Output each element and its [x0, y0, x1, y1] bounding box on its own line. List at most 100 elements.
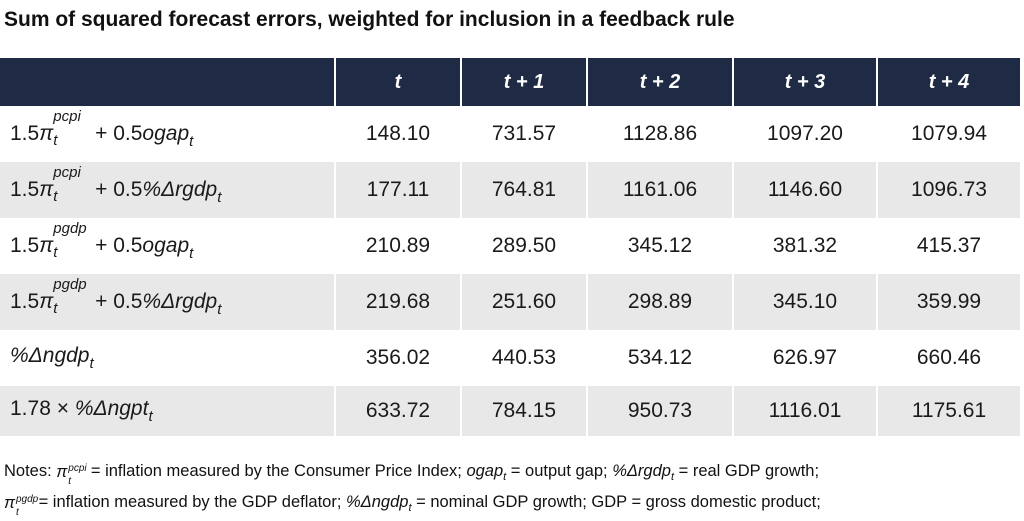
- notes-sub: t: [16, 500, 19, 521]
- cell: 210.89: [334, 218, 460, 274]
- label-var: %Δngdp: [10, 344, 89, 367]
- notes-var: ogap: [466, 462, 503, 480]
- label-sub: t: [53, 189, 57, 204]
- label-sup: pgdp: [53, 277, 86, 292]
- label-sup: pcpi: [53, 109, 81, 124]
- header-row: t t + 1 t + 2 t + 3 t + 4: [0, 58, 1020, 106]
- label-rest: + 0.5: [89, 234, 142, 257]
- notes-lead: Notes:: [4, 462, 56, 480]
- cell: 356.02: [334, 330, 460, 386]
- label-sup: pgdp: [53, 221, 86, 236]
- cell: 1175.61: [876, 386, 1020, 436]
- notes-text: = real GDP growth;: [674, 462, 819, 480]
- label-sub: t: [53, 245, 57, 260]
- column-header-t: t: [334, 58, 460, 106]
- cell: 289.50: [460, 218, 586, 274]
- label-var: ogap: [142, 122, 189, 145]
- label-var-sub: t: [148, 408, 152, 425]
- label-var-sub: t: [217, 189, 221, 206]
- notes-var: %Δngdp: [346, 493, 408, 511]
- cell: 1096.73: [876, 162, 1020, 218]
- row-label: 1.78 × %Δngptt: [0, 386, 334, 436]
- cell: 764.81: [460, 162, 586, 218]
- notes-pi: π: [56, 460, 67, 485]
- label-prefix: 1.78 ×: [10, 397, 75, 420]
- table-row: 1.78 × %Δngptt 633.72 784.15 950.73 1116…: [0, 386, 1020, 436]
- table-row: %Δngdpt 356.02 440.53 534.12 626.97 660.…: [0, 330, 1020, 386]
- cell: 177.11: [334, 162, 460, 218]
- notes-text: = output gap;: [506, 462, 612, 480]
- label-coef: 1.5: [10, 234, 39, 257]
- cell: 345.10: [732, 274, 876, 330]
- label-coef: 1.5: [10, 122, 39, 145]
- cell: 1116.01: [732, 386, 876, 436]
- cell: 148.10: [334, 106, 460, 162]
- cell: 1161.06: [586, 162, 732, 218]
- label-var: ogap: [142, 234, 189, 257]
- label-sup: pcpi: [53, 165, 81, 180]
- pi-symbol: π: [39, 178, 53, 201]
- cell: 219.68: [334, 274, 460, 330]
- notes-var: %Δrgdp: [612, 462, 671, 480]
- cell: 626.97: [732, 330, 876, 386]
- label-rest: + 0.5: [89, 290, 142, 313]
- label-var: %Δngpt: [75, 397, 149, 420]
- label-sub: t: [53, 133, 57, 148]
- column-header-rule: [0, 58, 334, 106]
- cell: 381.32: [732, 218, 876, 274]
- notes-text: = inflation measured by the GDP deflator…: [34, 493, 346, 511]
- cell: 440.53: [460, 330, 586, 386]
- notes-sub: t: [68, 469, 71, 494]
- label-var: %Δrgdp: [142, 290, 217, 313]
- cell: 1097.20: [732, 106, 876, 162]
- pi-symbol: π: [39, 122, 53, 145]
- cell: 534.12: [586, 330, 732, 386]
- pi-symbol: π: [39, 290, 53, 313]
- cell: 1146.60: [732, 162, 876, 218]
- cell: 1079.94: [876, 106, 1020, 162]
- row-label: %Δngdpt: [0, 330, 334, 386]
- notes-text: = nominal GDP growth; GDP = gross domest…: [412, 493, 821, 511]
- cell: 1128.86: [586, 106, 732, 162]
- notes-sup: pgdp: [16, 487, 38, 512]
- label-coef: 1.5: [10, 290, 39, 313]
- column-header-t3: t + 3: [732, 58, 876, 106]
- cell: 359.99: [876, 274, 1020, 330]
- label-rest: + 0.5: [89, 122, 142, 145]
- column-header-t1: t + 1: [460, 58, 586, 106]
- cell: 784.15: [460, 386, 586, 436]
- column-header-t2: t + 2: [586, 58, 732, 106]
- cell: 660.46: [876, 330, 1020, 386]
- pi-symbol: π: [39, 234, 53, 257]
- label-sub: t: [53, 301, 57, 316]
- cell: 251.60: [460, 274, 586, 330]
- label-var-sub: t: [217, 301, 221, 318]
- cell: 731.57: [460, 106, 586, 162]
- cell: 950.73: [586, 386, 732, 436]
- label-var-sub: t: [189, 133, 193, 150]
- label-rest: + 0.5: [89, 178, 142, 201]
- cell: 415.37: [876, 218, 1020, 274]
- table-title: Sum of squared forecast errors, weighted…: [4, 8, 735, 32]
- label-var-sub: t: [89, 355, 93, 372]
- notes-text: = inflation measured by the Consumer Pri…: [86, 462, 466, 480]
- label-var: %Δrgdp: [142, 178, 217, 201]
- label-coef: 1.5: [10, 178, 39, 201]
- cell: 345.12: [586, 218, 732, 274]
- cell: 633.72: [334, 386, 460, 436]
